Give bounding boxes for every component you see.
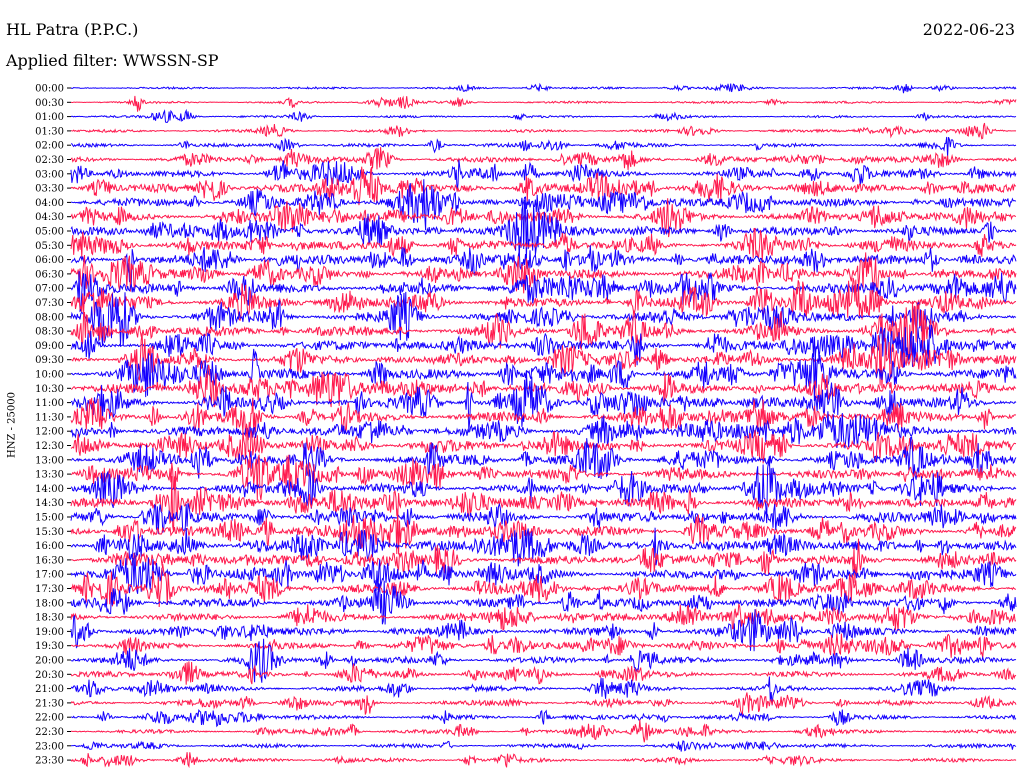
seismic-trace-1630 <box>70 538 1017 583</box>
seismic-trace-2000 <box>71 638 1017 683</box>
row-time-label: 01:30 <box>35 126 64 137</box>
row-time-label: 07:30 <box>35 298 64 309</box>
seismic-trace-1430 <box>70 476 1017 533</box>
seismic-trace-0200 <box>70 136 1017 157</box>
row-time-label: 03:00 <box>35 169 64 180</box>
row-time-label: 13:30 <box>35 470 64 481</box>
row-time-label: 11:30 <box>35 412 64 423</box>
row-time-label: 22:00 <box>35 713 64 724</box>
seismic-trace-1700 <box>70 552 1017 594</box>
seismic-trace-2200 <box>70 708 1017 728</box>
seismic-trace-0130 <box>70 122 1017 140</box>
row-time-label: 08:00 <box>35 312 64 323</box>
date-label: 2022-06-23 <box>922 20 1015 39</box>
row-time-label: 16:30 <box>35 555 64 566</box>
seismic-trace-1130 <box>70 397 1017 441</box>
seismic-trace-2130 <box>70 692 1017 716</box>
row-time-label: 14:00 <box>35 484 64 495</box>
row-time-label: 06:00 <box>35 255 64 266</box>
tick-label-group: 00:00 00:30 01:00 01:30 02:00 02:30 03:00 03:30… <box>35 84 71 767</box>
row-time-label: 10:30 <box>35 384 64 395</box>
seismic-trace-1330 <box>70 454 1017 501</box>
row-time-label: 09:30 <box>35 355 64 366</box>
row-time-label: 04:00 <box>35 198 64 209</box>
station-title: HL Patra (P.P.C.) <box>6 20 139 39</box>
seismic-trace-1000 <box>70 348 1017 401</box>
seismic-trace-1030 <box>71 364 1017 408</box>
seismic-trace-1800 <box>70 580 1017 625</box>
row-time-label: 13:00 <box>35 455 64 466</box>
row-time-label: 17:30 <box>35 584 64 595</box>
seismic-trace-0930 <box>70 332 1017 389</box>
row-time-label: 12:00 <box>35 427 64 438</box>
seismic-trace-0100 <box>70 108 1017 123</box>
row-time-label: 15:30 <box>35 527 64 538</box>
seismic-trace-0500 <box>70 200 1017 263</box>
row-time-label: 23:30 <box>35 756 64 767</box>
trace-group <box>70 82 1017 769</box>
row-time-label: 09:00 <box>35 341 64 352</box>
row-time-label: 07:00 <box>35 284 64 295</box>
row-time-label: 17:00 <box>35 570 64 581</box>
seismic-trace-1200 <box>70 411 1017 449</box>
seismic-trace-1900 <box>70 609 1017 652</box>
row-time-label: 10:00 <box>35 370 64 381</box>
seismic-trace-1930 <box>70 633 1017 659</box>
row-time-label: 20:30 <box>35 670 64 681</box>
seismic-trace-0800 <box>70 291 1017 346</box>
seismic-trace-0600 <box>70 245 1017 285</box>
seismic-trace-1730 <box>70 563 1017 608</box>
seismic-trace-0030 <box>70 95 1017 112</box>
row-time-label: 08:30 <box>35 327 64 338</box>
row-time-label: 18:00 <box>35 598 64 609</box>
row-time-label: 04:30 <box>35 212 64 223</box>
seismic-trace-2330 <box>70 752 1017 769</box>
row-time-label: 18:30 <box>35 613 64 624</box>
seismic-trace-1400 <box>70 456 1017 524</box>
row-time-label: 05:00 <box>35 227 64 238</box>
row-time-label: 22:30 <box>35 727 64 738</box>
row-time-label: 02:00 <box>35 141 64 152</box>
row-time-label: 21:00 <box>35 684 64 695</box>
row-time-label: 21:30 <box>35 698 64 709</box>
seismic-trace-2230 <box>71 719 1017 743</box>
seismic-trace-0000 <box>70 82 1017 94</box>
row-time-label: 06:30 <box>35 269 64 280</box>
seismic-trace-0400 <box>70 179 1017 231</box>
seismic-trace-1100 <box>70 370 1017 432</box>
row-time-label: 23:00 <box>35 741 64 752</box>
seismic-trace-1500 <box>70 502 1017 534</box>
seismic-trace-0530 <box>70 227 1017 263</box>
seismic-trace-0430 <box>70 198 1017 238</box>
seismic-trace-2300 <box>71 740 1017 752</box>
seismic-trace-0330 <box>70 166 1017 206</box>
row-time-label: 02:30 <box>35 155 64 166</box>
row-time-label: 12:30 <box>35 441 64 452</box>
seismic-trace-1230 <box>70 423 1017 465</box>
filter-subtitle: Applied filter: WWSSN-SP <box>6 51 219 70</box>
row-time-label: 05:30 <box>35 241 64 252</box>
row-time-label: 11:00 <box>35 398 64 409</box>
row-time-label: 19:30 <box>35 641 64 652</box>
row-time-label: 01:00 <box>35 112 64 123</box>
row-time-label: 16:00 <box>35 541 64 552</box>
seismic-trace-1830 <box>70 603 1016 632</box>
row-time-label: 19:00 <box>35 627 64 638</box>
seismic-trace-0300 <box>70 159 1017 192</box>
row-time-label: 00:30 <box>35 98 64 109</box>
seismic-trace-2100 <box>70 676 1017 706</box>
seismic-trace-2030 <box>70 661 1017 685</box>
seismic-trace-1300 <box>70 436 1017 482</box>
row-time-label: 03:30 <box>35 184 64 195</box>
row-time-label: 20:00 <box>35 656 64 667</box>
seismic-trace-0830 <box>70 302 1017 361</box>
seismic-trace-0230 <box>70 147 1017 170</box>
row-time-label: 15:00 <box>35 513 64 524</box>
row-time-label: 00:00 <box>35 84 64 95</box>
seismic-trace-1530 <box>70 508 1017 555</box>
seismic-trace-0900 <box>70 324 1017 368</box>
row-time-label: 14:30 <box>35 498 64 509</box>
